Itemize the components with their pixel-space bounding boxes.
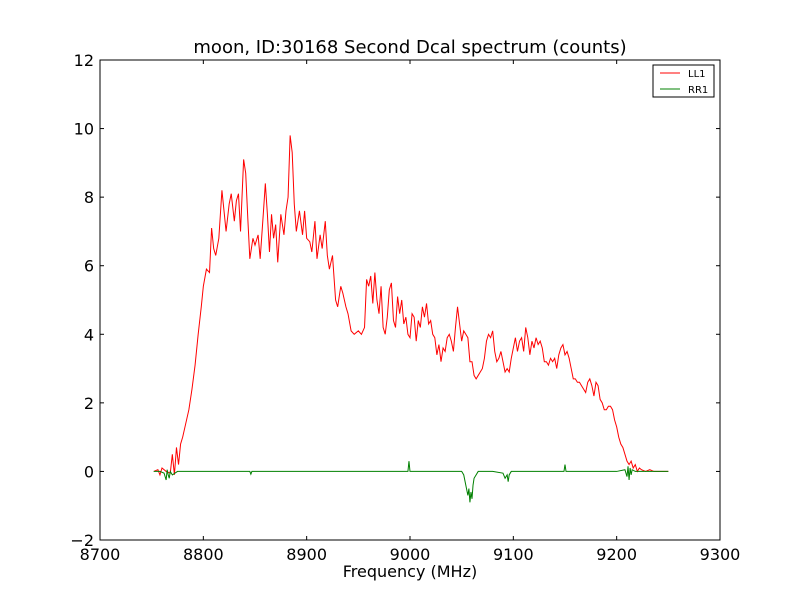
x-tick-label: 9000 — [390, 545, 431, 564]
series-layer — [153, 135, 669, 503]
series-line-rr1 — [153, 461, 669, 503]
legend: LL1 RR1 — [652, 64, 715, 98]
x-tick-label: 8800 — [183, 545, 224, 564]
x-tick-label: 8900 — [286, 545, 327, 564]
y-tick-label: −2 — [70, 531, 94, 550]
y-tick-label: 4 — [84, 325, 94, 344]
y-tick-label: 2 — [84, 394, 94, 413]
y-tick-label: 10 — [74, 120, 94, 139]
x-tick-label: 9300 — [700, 545, 741, 564]
chart-title: moon, ID:30168 Second Dcal spectrum (cou… — [193, 37, 626, 58]
y-tick-label: 12 — [74, 51, 94, 70]
x-axis-label: Frequency (MHz) — [343, 562, 477, 581]
legend-box — [652, 64, 715, 98]
x-tick-label: 9200 — [596, 545, 637, 564]
plot-area — [100, 60, 720, 540]
series-line-ll1 — [153, 135, 669, 477]
y-tick-label: 6 — [84, 257, 94, 276]
y-tick-label: 8 — [84, 188, 94, 207]
x-tick-label: 9100 — [493, 545, 534, 564]
legend-label-ll1: LL1 — [688, 69, 706, 80]
x-axis-ticks: 8700 8800 8900 9000 9100 9200 9300 — [80, 60, 741, 564]
y-tick-label: 0 — [84, 462, 94, 481]
legend-label-rr1: RR1 — [688, 85, 708, 96]
x-tick-label: 8700 — [80, 545, 121, 564]
y-axis-ticks: −2 0 2 4 6 8 10 12 — [70, 51, 720, 550]
